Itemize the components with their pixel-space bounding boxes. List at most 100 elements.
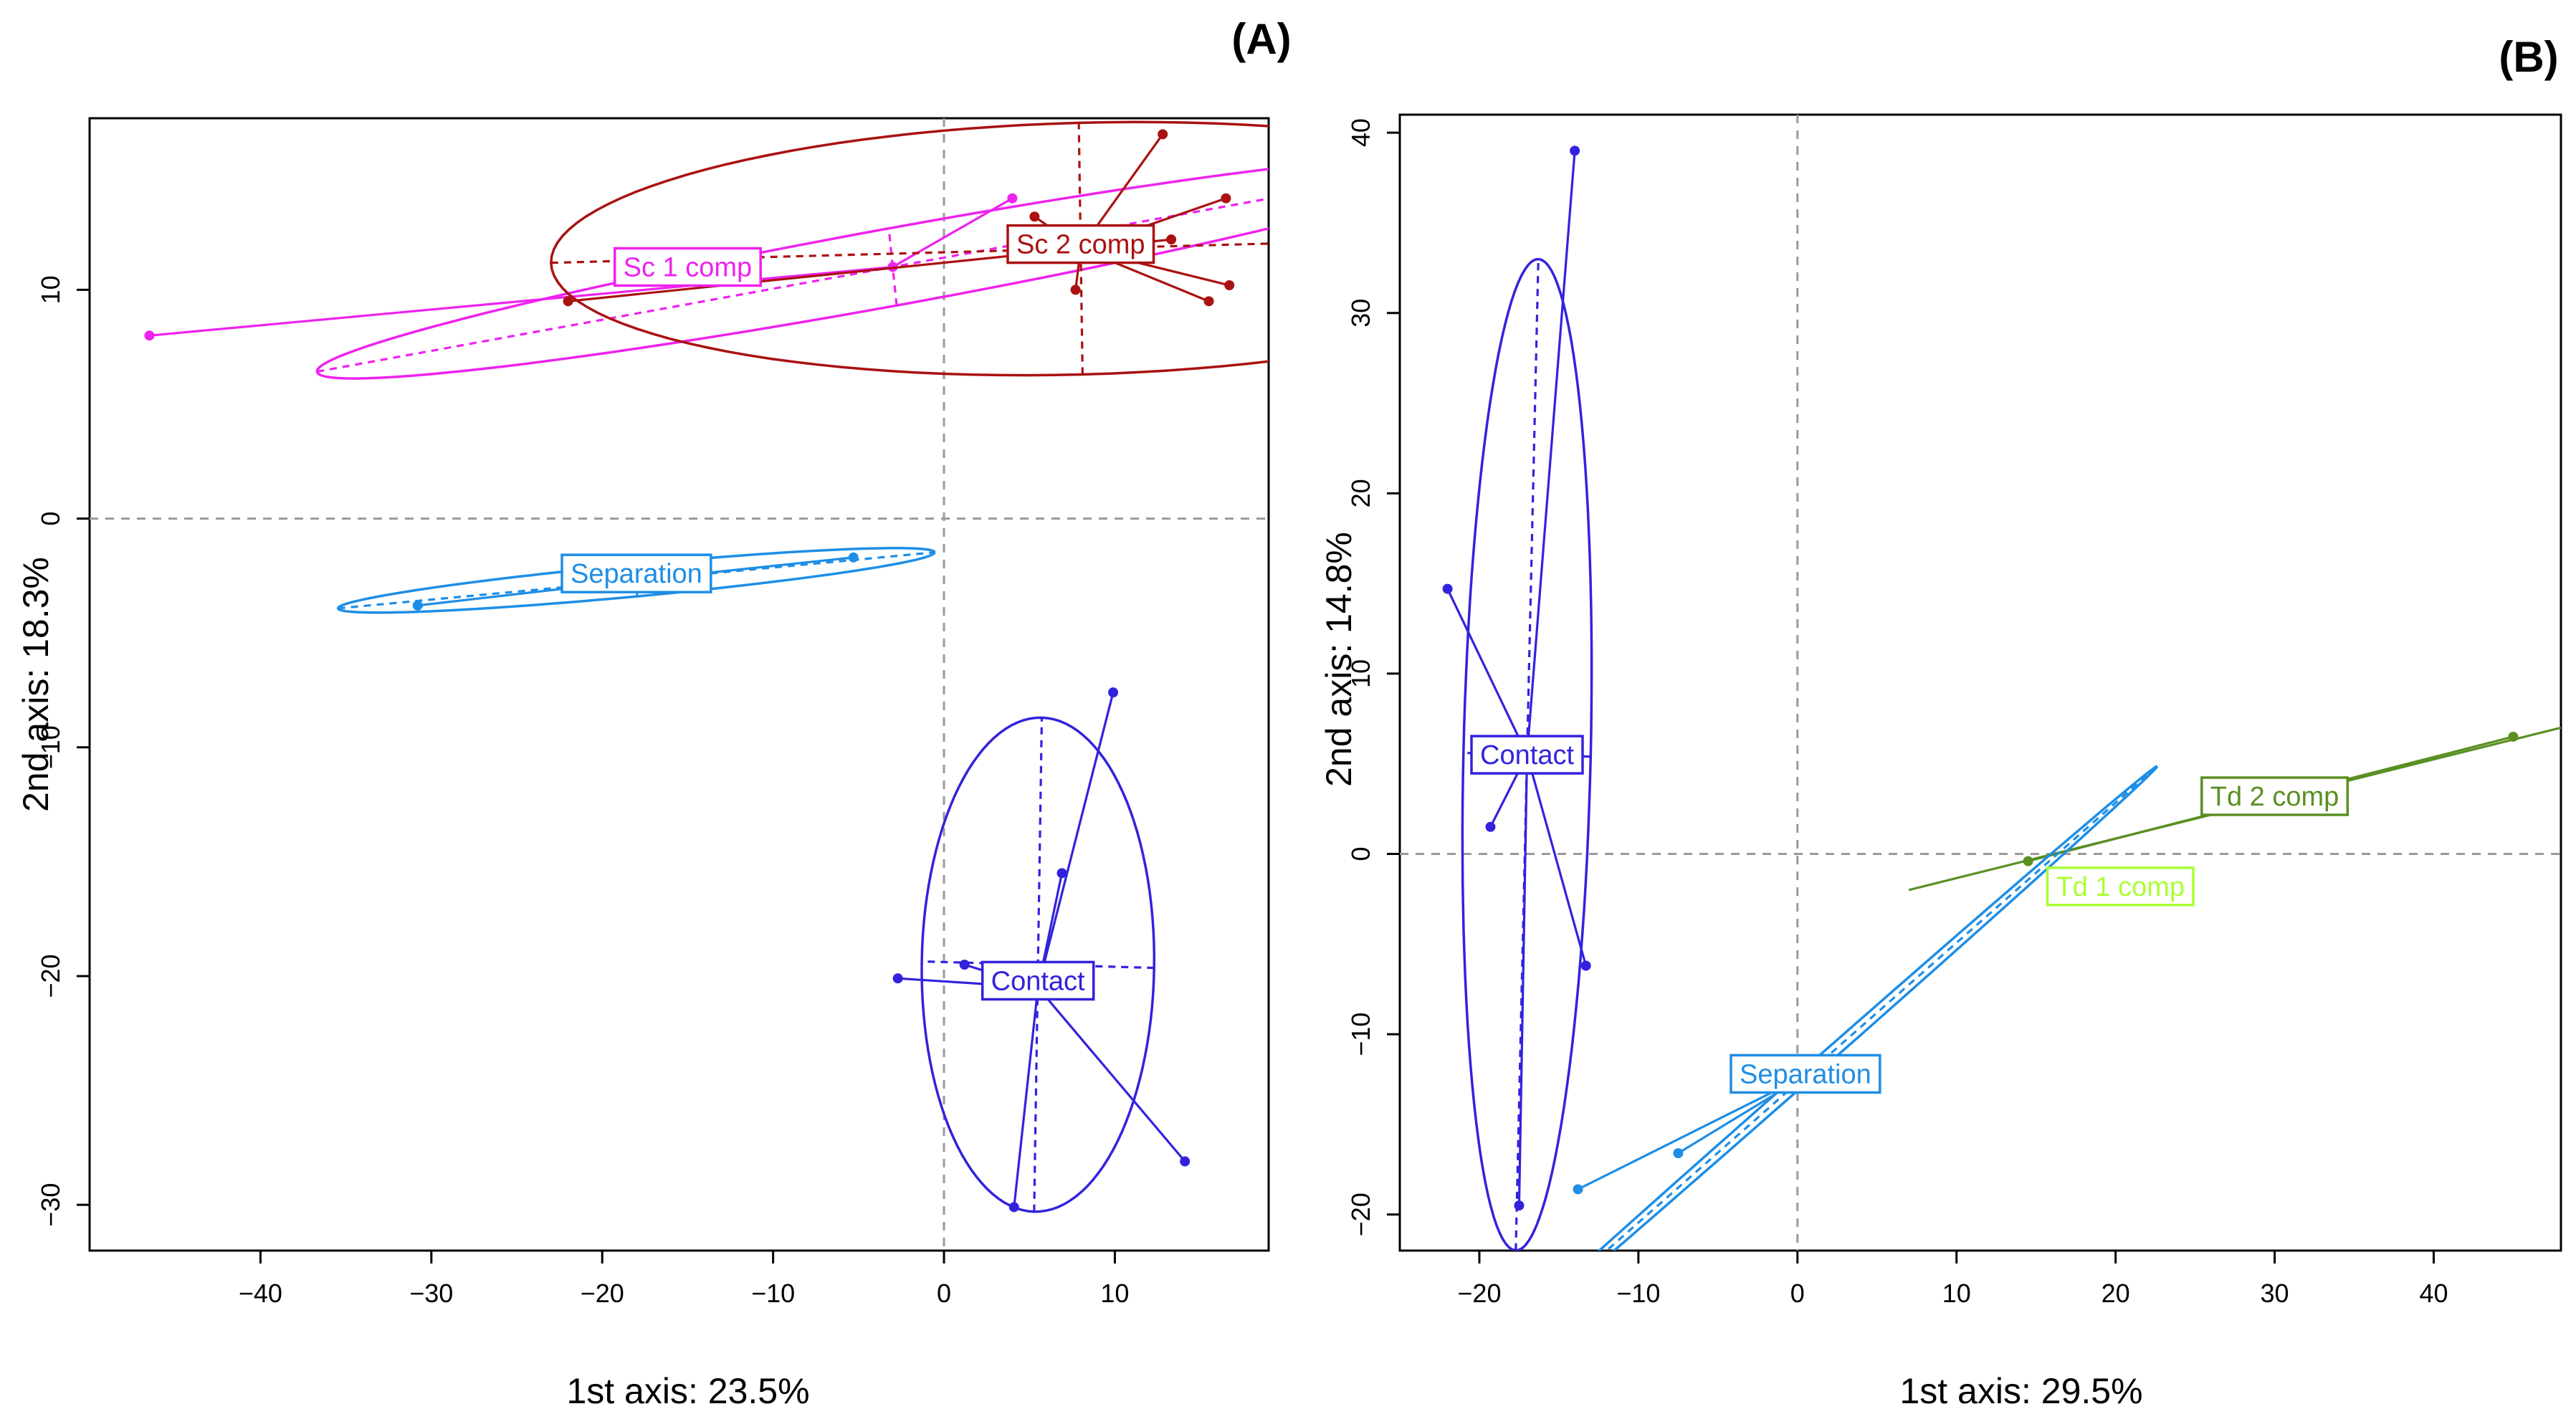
group-label-separation: Separation [560,553,712,593]
data-point [1166,234,1177,245]
spoke [1013,987,1039,1208]
spoke [1577,1074,1806,1190]
data-point [1221,193,1231,204]
data-point [1056,868,1067,879]
x-tick-label: −20 [1457,1279,1501,1308]
data-point [1070,285,1081,295]
label-text: Contact [991,966,1085,996]
spoke [1446,588,1528,755]
y-tick-label: 0 [36,512,65,526]
spoke [1517,755,1529,1206]
group-label-td-1-comp: Td 1 comp [2046,866,2195,907]
plot-frame-b [1398,113,2562,1252]
group-label-contact: Contact [1470,735,1584,775]
ellipse [336,547,936,614]
x-tick-label: −20 [581,1279,624,1308]
ellipse [550,120,1269,377]
data-point [1008,1202,1019,1213]
x-tick-label: 20 [2102,1279,2130,1308]
spoke [1525,754,1588,966]
plot-frame-a [88,117,1270,1252]
ellipse [1461,257,1593,1251]
x-axis-label-b: 1st axis: 29.5% [1899,1371,2142,1411]
spoke [1036,692,1115,988]
data-point [1180,1156,1191,1167]
data-point [1673,1148,1684,1159]
y-tick-label: −10 [36,725,65,769]
label-text: Separation [1740,1059,1871,1089]
group-label-contact: Contact [981,960,1095,1001]
data-point [1442,583,1453,594]
label-box [1470,735,1584,775]
data-point [848,552,859,563]
y-tick-label: 20 [1346,479,1375,507]
x-tick-label: 40 [2419,1279,2448,1308]
data-point [1573,1184,1583,1195]
group-label-sc-1-comp: Sc 1 comp [613,247,762,287]
ellipse [1597,765,2159,1251]
y-tick-label: 40 [1346,118,1375,147]
y-tick-label: 10 [1346,659,1375,688]
label-text: Sc 1 comp [624,252,753,282]
ellipse [920,716,1156,1213]
data-point [892,973,903,984]
panel-b: −20 −10 0 10 20 30 40 −20 −10 0 10 20 30 40 Contact Td … [1319,33,2562,1411]
data-point [1029,211,1040,222]
data-point [2508,731,2519,742]
x-tick-label: 10 [1942,1279,1971,1308]
ellipse-minor-axis [1077,123,1084,375]
group-label-separation: Separation [1730,1054,1881,1094]
label-text: Td 2 comp [2210,782,2339,812]
y-tick-label: −20 [36,954,65,998]
y-tick-label: −10 [1346,1013,1375,1056]
group-label-sc-2-comp: Sc 2 comp [1006,224,1155,264]
data-point [1203,296,1214,307]
data-point [1570,145,1580,156]
spoke [568,247,1081,302]
spoke [1525,151,1576,755]
x-tick-label: 0 [937,1279,951,1308]
spoke [1036,986,1186,1162]
label-box [2200,776,2350,816]
y-tick-label: 30 [1346,299,1375,328]
group-label-td-2-comp: Td 2 comp [2200,776,2350,816]
x-tick-label: −10 [751,1279,795,1308]
data-point [1108,687,1119,698]
label-box [560,553,712,593]
y-tick-label: −30 [36,1183,65,1227]
x-axis-label-a: 1st axis: 23.5% [566,1371,809,1411]
y-tick-label: 10 [36,275,65,304]
data-point [1485,821,1496,832]
data-point [1224,280,1235,291]
y-axis-label-b: 2nd axis: 14.8% [1319,532,1359,787]
data-point [144,330,155,341]
data-point [1158,129,1168,140]
label-text: Contact [1480,740,1574,770]
x-tick-label: 10 [1100,1279,1129,1308]
plot-area-a: −40 −30 −20 −10 0 10 −30 −20 −10 0 10 Sc 1 comp Sc 2… [36,118,1269,1308]
data-point [2023,856,2033,866]
x-tick-label: −10 [1616,1279,1660,1308]
label-text: Td 1 comp [2056,872,2185,902]
label-box [1006,224,1155,264]
x-tick-label: 30 [2261,1279,2289,1308]
x-tick-label: −30 [409,1279,453,1308]
data-point [1007,193,1018,204]
data-point [1580,960,1591,971]
label-box [981,960,1095,1001]
x-tick-label: −40 [239,1279,282,1308]
label-box [2046,866,2195,907]
y-tick-label: −20 [1346,1193,1375,1236]
data-point [412,600,423,611]
label-text: Separation [571,559,702,589]
spoke [149,265,893,337]
plot-area-b: −20 −10 0 10 20 30 40 −20 −10 0 10 20 30 40 Contact Td … [1346,115,2561,1308]
y-tick-label: 0 [1346,846,1375,861]
label-text: Sc 2 comp [1016,230,1145,260]
panel-label-b: (B) [2499,33,2558,81]
spoke [892,197,1013,268]
label-box [613,247,762,287]
label-box [1730,1054,1881,1094]
data-point [563,296,573,307]
